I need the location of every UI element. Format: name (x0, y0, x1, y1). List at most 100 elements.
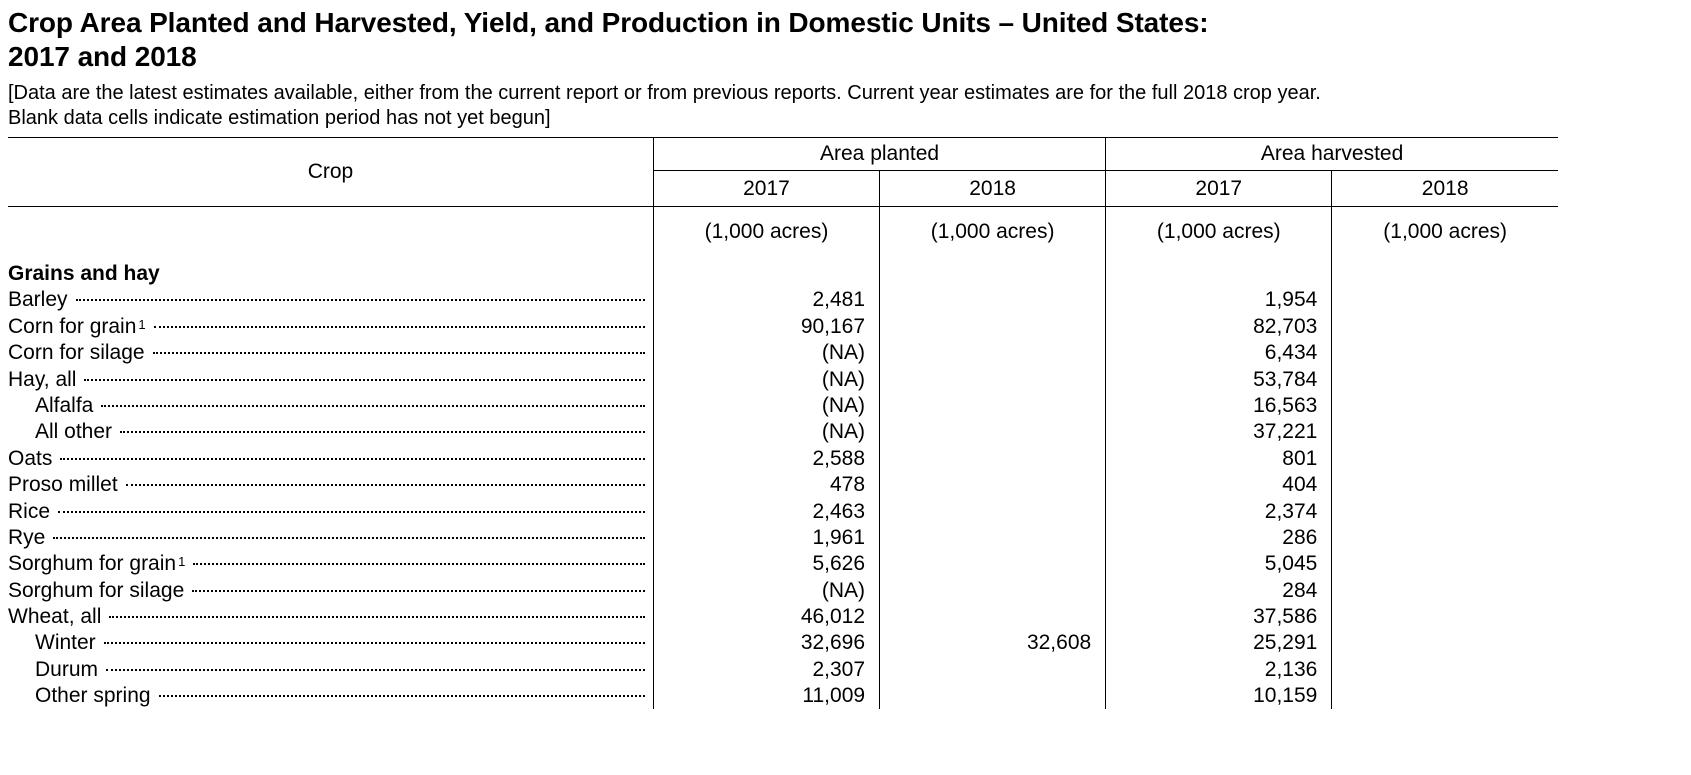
value-cell (879, 366, 1106, 393)
value-cell (1331, 603, 1558, 631)
crop-name: All other (35, 420, 113, 444)
dot-leader (58, 510, 645, 513)
value-cell: 2,481 (652, 287, 880, 314)
value-cell (1331, 682, 1558, 710)
crop-name-cell: Wheat, all (8, 604, 653, 630)
value-cell: 32,608 (879, 630, 1106, 657)
unit-label: (1,000 acres) (652, 206, 880, 257)
area-harvested-header: Area harvested (1105, 137, 1558, 171)
dot-leader (60, 457, 645, 460)
dot-leader (158, 695, 645, 698)
crop-name-cell: Sorghum for grain 1 (8, 551, 653, 577)
units-row: (1,000 acres) (1,000 acres) (1,000 acres… (8, 206, 1558, 257)
value-cell: 5,045 (1105, 550, 1332, 578)
crop-name-cell: Sorghum for silage (8, 577, 653, 603)
crop-name: Oats (8, 446, 53, 470)
value-cell: 2,136 (1105, 656, 1332, 683)
table-row: Other spring 11,009 10,159 (8, 682, 1558, 710)
crop-name: Barley (8, 288, 68, 312)
value-cell: 2,307 (652, 656, 880, 683)
value-cell (879, 550, 1106, 578)
report-note: [Data are the latest estimates available… (8, 81, 1558, 131)
table-row: Sorghum for silage (NA) 284 (8, 577, 1558, 604)
table-row: All other (NA) 37,221 (8, 418, 1558, 446)
crop-name-cell: Proso millet (8, 472, 653, 498)
section-title: Grains and hay (8, 262, 160, 285)
value-cell: 16,563 (1105, 392, 1332, 419)
value-cell: 46,012 (652, 603, 880, 631)
value-cell (879, 471, 1106, 499)
footnote-marker: 1 (178, 554, 186, 570)
value-cell (1331, 445, 1558, 472)
harvested-2018-header: 2018 (1331, 170, 1558, 207)
value-cell: 286 (1105, 524, 1332, 551)
value-cell: 2,588 (652, 445, 880, 472)
crop-name: Sorghum for silage (8, 578, 185, 602)
crop-name: Corn for silage (8, 341, 145, 365)
crop-name: Wheat, all (8, 605, 102, 629)
dot-leader (193, 563, 645, 566)
table-row: Winter 32,696 32,608 25,291 (8, 630, 1558, 657)
unit-label: (1,000 acres) (1331, 206, 1558, 257)
value-cell (879, 418, 1106, 446)
value-cell: 11,009 (652, 682, 880, 710)
crop-area-table: Crop Area planted Area harvested 2017 20… (8, 137, 1558, 710)
value-cell (1331, 339, 1558, 367)
value-cell: 10,159 (1105, 682, 1332, 710)
table-row: Proso millet 478 404 (8, 471, 1558, 499)
dot-leader (125, 484, 645, 487)
footnote-marker: 1 (138, 316, 146, 332)
value-cell (879, 313, 1106, 340)
value-cell (879, 498, 1106, 525)
value-cell: 2,374 (1105, 498, 1332, 525)
value-cell: 1,954 (1105, 287, 1332, 314)
value-cell (1331, 313, 1558, 340)
value-cell: 37,221 (1105, 418, 1332, 446)
table-row: Hay, all (NA) 53,784 (8, 366, 1558, 393)
value-cell: 801 (1105, 445, 1332, 472)
section-row: Grains and hay (8, 257, 1558, 287)
unit-label: (1,000 acres) (879, 206, 1106, 257)
value-cell (879, 287, 1106, 314)
table-row: Corn for silage (NA) 6,434 (8, 339, 1558, 367)
table-row: Oats 2,588 801 (8, 445, 1558, 472)
crop-name-cell: Oats (8, 445, 653, 471)
value-cell (1331, 287, 1558, 314)
dot-leader (103, 642, 645, 645)
planted-2017-header: 2017 (652, 170, 880, 207)
value-cell: (NA) (652, 339, 880, 367)
dot-leader (152, 352, 645, 355)
crop-name-cell: Winter (8, 630, 653, 656)
value-cell (1331, 656, 1558, 683)
report-note-line2: Blank data cells indicate estimation per… (8, 107, 551, 129)
value-cell (1331, 524, 1558, 551)
dot-leader (120, 431, 645, 434)
crop-name-cell: Hay, all (8, 366, 653, 392)
value-cell (1331, 577, 1558, 604)
harvested-2017-header: 2017 (1105, 170, 1332, 207)
value-cell: 37,586 (1105, 603, 1332, 631)
crop-name: Rye (8, 525, 46, 549)
value-cell: (NA) (652, 418, 880, 446)
value-cell (879, 445, 1106, 472)
crop-name-cell: Corn for grain 1 (8, 313, 653, 339)
value-cell: 1,961 (652, 524, 880, 551)
value-cell: 5,626 (652, 550, 880, 578)
value-cell: 90,167 (652, 313, 880, 340)
report-page: Crop Area Planted and Harvested, Yield, … (8, 6, 1558, 710)
value-cell: (NA) (652, 577, 880, 604)
dot-leader (153, 325, 645, 328)
report-title-line2: 2017 and 2018 (8, 41, 197, 72)
value-cell (879, 339, 1106, 367)
crop-name-cell: Other spring (8, 683, 653, 709)
dot-leader (192, 589, 645, 592)
table-row: Rye 1,961 286 (8, 524, 1558, 551)
crop-name: Hay, all (8, 367, 77, 391)
value-cell (879, 682, 1106, 710)
crop-name-cell: Durum (8, 656, 653, 682)
crop-name-cell: Alfalfa (8, 393, 653, 419)
table-row: Sorghum for grain 1 5,626 5,045 (8, 550, 1558, 578)
table-row: Corn for grain 1 90,167 82,703 (8, 313, 1558, 340)
value-cell: (NA) (652, 366, 880, 393)
table-row: Wheat, all 46,012 37,586 (8, 603, 1558, 631)
